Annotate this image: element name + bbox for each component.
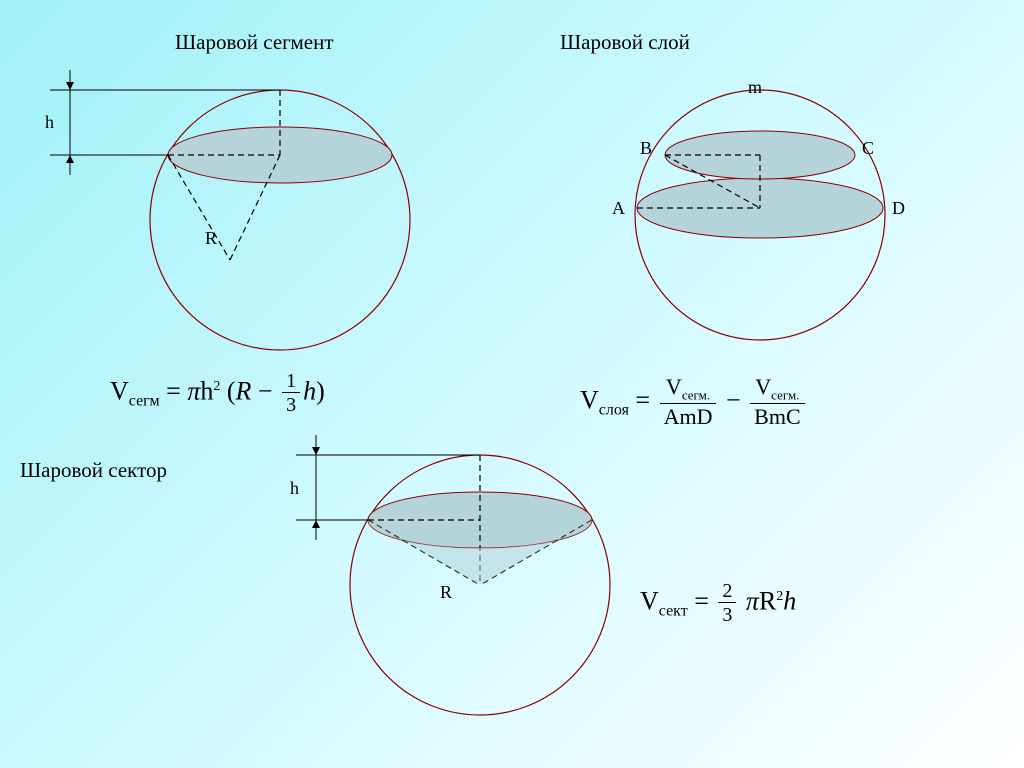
fl-f1-numsub: сегм. xyxy=(682,387,710,402)
fs-exp: 2 xyxy=(213,379,220,394)
fs-minus: − xyxy=(251,376,279,405)
fl-minus: − xyxy=(726,386,747,415)
label-R-sect: R xyxy=(440,582,452,603)
fl-f2-numsub: сегм. xyxy=(771,387,799,402)
fl-sub: слоя xyxy=(599,402,629,419)
label-m: m xyxy=(748,77,762,98)
fl-f1-den: AmD xyxy=(660,404,717,430)
fx-h: h xyxy=(783,586,796,615)
label-h-sect: h xyxy=(290,478,299,499)
formula-segment: Vсегм = πh2 (R − 13h) xyxy=(110,370,325,417)
fs-hb: h xyxy=(303,376,316,405)
fx-frac-den: 3 xyxy=(718,603,736,627)
fs-sub: сегм xyxy=(129,393,160,410)
fs-close: ) xyxy=(316,376,325,405)
fs-V: V xyxy=(110,376,129,405)
fs-open: ( xyxy=(227,376,236,405)
fl-f1-num: Vсегм. xyxy=(660,375,717,404)
fx-pi: π xyxy=(746,586,759,615)
fx-frac-num: 2 xyxy=(718,580,736,603)
fx-frac: 23 xyxy=(718,580,736,627)
fl-eq: = xyxy=(635,386,656,415)
fx-sub: сект xyxy=(659,603,688,620)
fl-f2-den: BmC xyxy=(750,404,804,430)
fs-frac: 13 xyxy=(282,370,300,417)
formula-layer: Vслоя = Vсегм. AmD − Vсегм. BmC xyxy=(580,375,808,430)
fx-eq: = xyxy=(694,586,715,615)
fs-frac-num: 1 xyxy=(282,370,300,393)
fx-V: V xyxy=(640,586,659,615)
fl-frac1: Vсегм. AmD xyxy=(660,375,717,430)
fl-V: V xyxy=(580,386,599,415)
fs-eq: = xyxy=(166,376,187,405)
label-D: D xyxy=(892,198,905,219)
fl-frac2: Vсегм. BmC xyxy=(750,375,804,430)
formula-sector: Vсект = 23 πR2 h xyxy=(640,580,796,627)
fs-pi: π xyxy=(187,376,200,405)
fl-f2-numV: V xyxy=(755,374,771,399)
fl-f1-numV: V xyxy=(666,374,682,399)
fs-R: R xyxy=(236,376,252,405)
fs-frac-den: 3 xyxy=(282,393,300,417)
fl-f2-num: Vсегм. xyxy=(750,375,804,404)
label-C: C xyxy=(862,138,874,159)
fx-R: R xyxy=(759,586,776,615)
fs-h: h xyxy=(200,376,213,405)
